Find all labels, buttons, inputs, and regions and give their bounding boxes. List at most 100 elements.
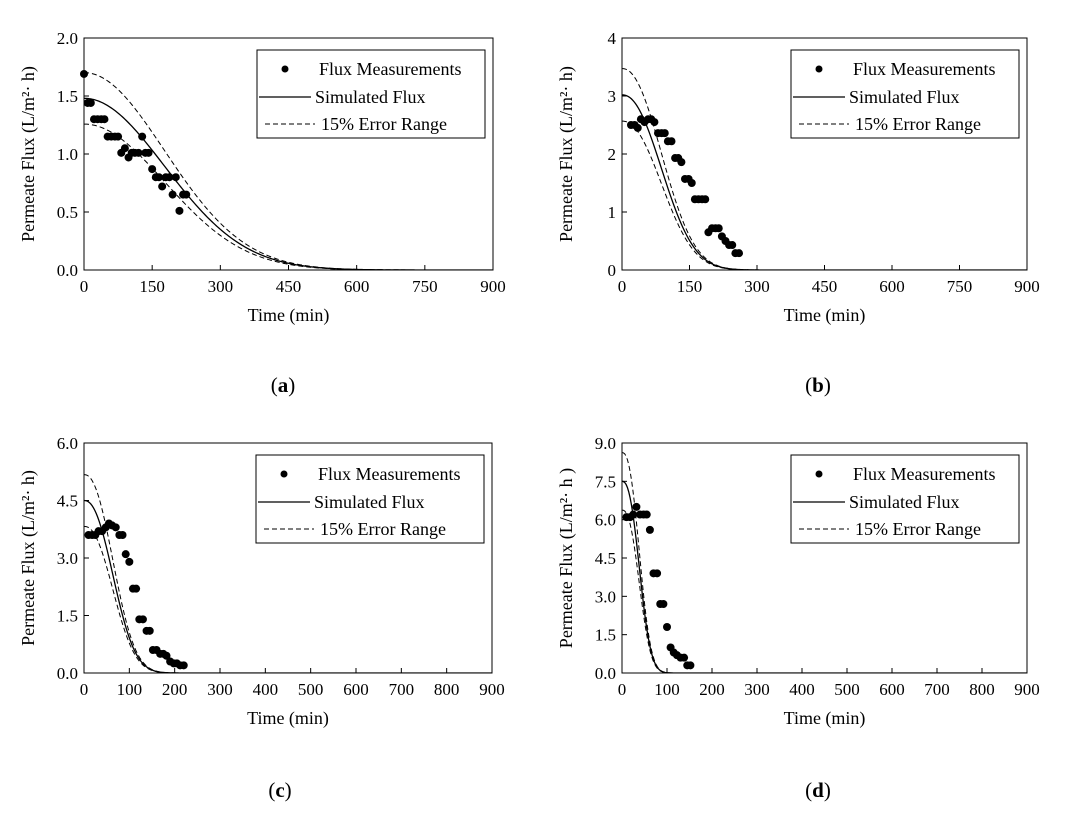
y-axis-label: Permeate Flux (L/m²· h) [18,470,39,646]
flux-measurement-point [121,550,130,559]
flux-measurement-point [100,115,109,124]
y-tick-label: 2 [608,145,617,164]
x-tick-label: 300 [744,680,770,699]
flux-measurement-point [175,206,184,215]
flux-measurement-point [168,190,177,199]
error-range-line [84,525,492,673]
flux-measurement-point [138,132,147,141]
flux-measurement-point [144,148,153,157]
flux-measurement-point [660,129,669,138]
y-tick-label: 0.0 [595,664,616,683]
y-tick-label: 3.0 [595,587,616,606]
flux-measurement-point [120,144,129,153]
legend-label-error: 15% Error Range [321,114,447,134]
error-range-line [622,68,1027,270]
flux-measurement-point [134,148,143,157]
flux-measurement-point [632,502,641,511]
error-range-line [84,474,492,673]
y-tick-label: 3 [608,87,617,106]
x-tick-label: 100 [117,680,143,699]
y-axis-label: Permeate Flux (L/m²· h) [18,66,39,242]
flux-measurement-point [653,569,662,578]
x-tick-label: 300 [744,277,770,296]
legend-marker-measurements [281,65,289,73]
x-tick-label: 500 [298,680,324,699]
legend-label-simulated: Simulated Flux [849,492,960,512]
y-tick-label: 1 [608,203,617,222]
legend-label-error: 15% Error Range [320,519,446,539]
flux-measurement-point [111,523,120,532]
flux-measurement-point [663,623,671,631]
flux-measurement-point [118,531,127,539]
y-tick-label: 6.0 [57,434,78,453]
legend-box [790,454,1020,544]
x-tick-label: 450 [812,277,838,296]
flux-measurement-point [650,118,659,127]
flux-measurement-point [138,615,147,624]
panel-label: (d) [805,778,831,802]
y-tick-label: 4 [608,29,617,48]
x-axis-label: Time (min) [247,708,329,729]
flux-measurement-point [154,173,163,182]
x-tick-label: 200 [699,680,725,699]
legend-label-measurements: Flux Measurements [853,464,995,484]
chart-panel-c: 0 100 200 300 400 500 600 700 800 900 0.0 1.5 3.0 4.5… [18,434,505,802]
y-tick-label: 2.0 [57,29,78,48]
legend-marker-measurements [280,470,288,478]
flux-measurement-point [633,123,642,132]
flux-measurement-point [629,510,638,519]
legend-label-simulated: Simulated Flux [314,492,425,512]
y-tick-label: 1.5 [57,87,78,106]
x-axis-label: Time (min) [784,708,866,729]
x-tick-label: 750 [412,277,438,296]
flux-measurement-point [86,98,95,107]
legend-label-measurements: Flux Measurements [319,59,461,79]
legend-label-error: 15% Error Range [855,114,981,134]
x-tick-label: 100 [654,680,680,699]
flux-measurement-point [701,195,710,204]
x-tick-label: 400 [789,680,815,699]
legend-marker-measurements [815,470,823,478]
y-tick-label: 4.5 [57,492,78,511]
panel-label: (c) [268,778,291,802]
legend: Flux Measurements Simulated Flux 15% Error… [256,49,486,139]
x-tick-label: 500 [834,680,860,699]
chart-panel-d: 0 100 200 300 400 500 600 700 800 900 0.0 1.5 3.0 4.5… [556,434,1040,802]
y-tick-label: 1.5 [595,626,616,645]
legend-label-error: 15% Error Range [855,519,981,539]
flux-measurement-point [145,626,154,635]
flux-measurement-point [667,137,676,146]
legend: Flux Measurements Simulated Flux 15% Error… [790,49,1020,139]
y-tick-label: 0.0 [57,664,78,683]
y-tick-label: 9.0 [595,434,616,453]
x-tick-label: 300 [207,680,233,699]
x-tick-label: 0 [618,680,627,699]
flux-measurement-point [162,651,171,660]
x-axis-label: Time (min) [248,305,330,326]
error-range-line [84,72,493,270]
legend-marker-measurements [815,65,823,73]
flux-measurement-point [642,510,651,519]
x-tick-label: 700 [389,680,415,699]
x-tick-label: 750 [947,277,973,296]
x-tick-label: 600 [879,680,905,699]
x-tick-label: 700 [924,680,950,699]
x-tick-label: 300 [208,277,234,296]
x-tick-label: 800 [969,680,995,699]
flux-measurement-point [687,179,696,187]
legend-box [255,454,485,544]
y-tick-label: 1.0 [57,145,78,164]
flux-measurement-point [680,653,689,662]
y-tick-label: 7.5 [595,472,616,491]
y-tick-label: 0 [608,261,617,280]
x-tick-label: 600 [344,277,370,296]
legend: Flux Measurements Simulated Flux 15% Error… [790,454,1020,544]
legend: Flux Measurements Simulated Flux 15% Error… [255,454,485,544]
y-tick-label: 3.0 [57,549,78,568]
flux-measurement-point [645,525,654,534]
chart-panel-a: 0 150 300 450 600 750 900 0.0 0.5 1.0 1.5 2.0 Time (… [18,29,506,397]
flux-measurement-point [132,584,141,593]
flux-measurement-point [179,661,188,670]
x-tick-label: 450 [276,277,302,296]
